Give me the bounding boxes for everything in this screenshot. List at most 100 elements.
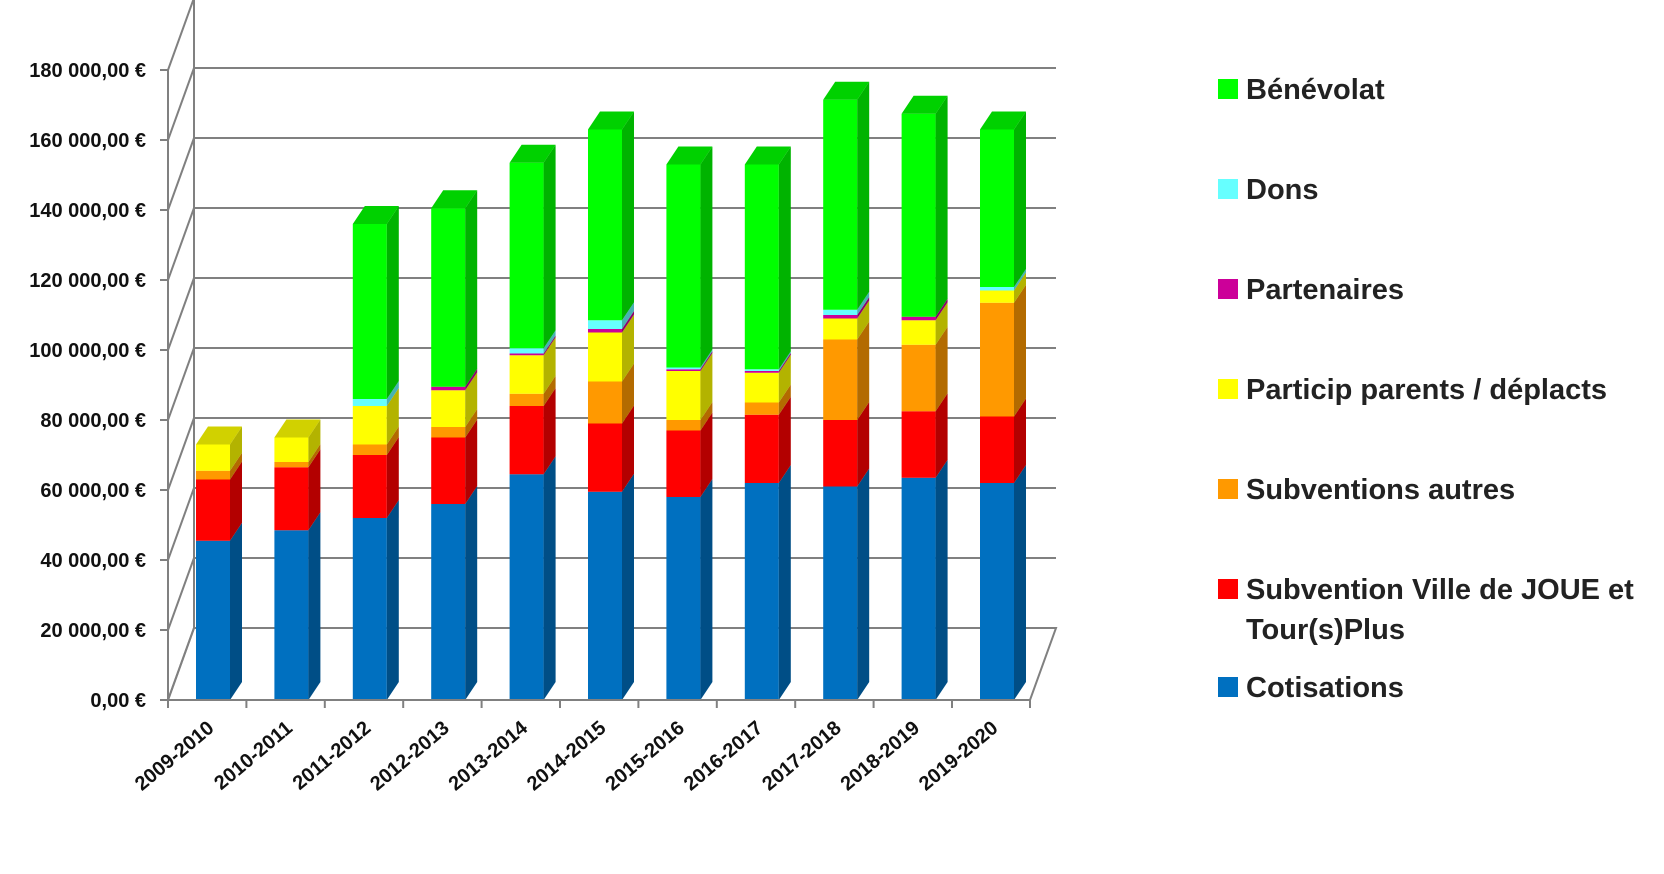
bar-segment-side	[778, 465, 791, 700]
bar-segment-front	[823, 339, 858, 420]
y-tick-label: 60 000,00 €	[40, 480, 146, 502]
bar-segment-side	[778, 384, 791, 415]
bar-segment	[823, 300, 870, 340]
legend-label: Subvention Ville de JOUE et Tour(s)Plus	[1246, 574, 1634, 646]
bar-segment-front	[588, 332, 622, 382]
bar-segment	[274, 444, 321, 468]
bar-segment	[274, 419, 321, 462]
bar-segment-top	[588, 111, 634, 130]
y-tick-label: 180 000,00 €	[29, 60, 146, 82]
legend-swatch	[1218, 479, 1238, 499]
bar-segment-front	[274, 467, 309, 531]
bar-segment-front	[431, 208, 466, 387]
bar-segment-side	[622, 363, 634, 424]
bar-segment-side	[778, 146, 791, 370]
bar-segment-side	[700, 146, 713, 368]
bar-segment	[431, 419, 478, 504]
bar-segment-front	[744, 369, 779, 371]
bar-segment-front	[901, 316, 936, 321]
gridline-depth	[167, 137, 195, 211]
bar-segment-front	[666, 420, 701, 431]
bar-segment	[901, 95, 948, 317]
bar-segment-front	[823, 420, 858, 487]
bar-segment	[980, 465, 1026, 700]
bar-segment-side	[935, 95, 948, 317]
bar-segment-front	[509, 393, 544, 406]
bar-segment	[509, 337, 556, 394]
bar-segment-front	[352, 399, 387, 406]
bar-segment	[901, 302, 948, 345]
bar-segment	[744, 354, 791, 403]
bar-segment-side	[465, 190, 478, 387]
bar-segment-front	[196, 479, 230, 541]
bar-segment-side	[622, 405, 634, 492]
bar-segment	[744, 351, 791, 371]
bar-segment	[196, 452, 242, 480]
bar-segment	[509, 335, 556, 356]
bar-segment-side	[622, 311, 634, 333]
bar-segment-front	[196, 444, 230, 471]
bar-segment-top	[901, 95, 948, 114]
bar-segment-side	[543, 388, 556, 475]
bar-segment	[352, 500, 399, 700]
gridline-depth	[167, 0, 195, 71]
bar-segment-side	[230, 522, 242, 700]
bar-segment-front	[901, 113, 936, 317]
bar-segment-side	[308, 444, 321, 468]
bar-segment	[588, 311, 634, 333]
bar-segment-side	[935, 326, 948, 412]
bar-segment	[431, 190, 478, 387]
x-tick-label: 2010-2011	[210, 717, 297, 795]
bar-segment-side	[778, 396, 791, 483]
bar-segment	[509, 330, 556, 354]
bar-segment-side	[700, 402, 713, 431]
bar-segment-front	[823, 309, 858, 315]
bar-segment-front	[823, 99, 858, 310]
x-tick-label: 2013-2014	[445, 716, 533, 795]
bar-segment	[744, 353, 791, 373]
legend-label: Bénévolat	[1246, 74, 1385, 106]
bar-segment-front	[588, 423, 622, 492]
bar-segment	[901, 298, 948, 321]
bar-segment-front	[509, 355, 544, 394]
bar-segment-side	[543, 330, 556, 354]
bar-segment-front	[274, 530, 309, 700]
bar-segment	[666, 349, 713, 370]
bar-segment	[509, 144, 556, 349]
bar-segment	[274, 449, 321, 531]
bar-segment-side	[308, 449, 321, 531]
gridline-depth	[167, 487, 195, 561]
bar-segment-side	[543, 456, 556, 700]
bar-segment	[980, 284, 1026, 417]
bar-segment-front	[666, 430, 701, 497]
bar-segment	[352, 437, 399, 518]
bar-segment-front	[980, 290, 1014, 303]
bar-segment-side	[700, 353, 713, 420]
legend-item: Subventions autres	[1218, 470, 1656, 510]
bar-segment	[588, 314, 634, 382]
bar-segment-front	[431, 386, 466, 391]
bar-segment-front	[196, 540, 230, 700]
y-tick-label: 120 000,00 €	[29, 270, 146, 292]
bar-segment-side	[778, 351, 791, 371]
bar-segment-front	[588, 320, 622, 329]
bar-segment	[588, 363, 634, 424]
bar-segment-side	[465, 368, 478, 391]
bar-segment-front	[980, 302, 1014, 417]
bar-segment-front	[431, 437, 466, 504]
bar-segment-front	[666, 164, 701, 368]
bar-segment	[352, 206, 399, 399]
bar-segment-front	[744, 371, 779, 373]
bar-segment-front	[588, 329, 622, 333]
bar-segment	[666, 351, 713, 371]
bar-segment-front	[509, 353, 544, 356]
y-tick-label: 160 000,00 €	[29, 130, 146, 152]
x-tick-label: 2015-2016	[601, 717, 688, 795]
bar-segment	[980, 398, 1026, 483]
bar-segment-front	[196, 470, 230, 480]
bar-segment-front	[588, 491, 622, 700]
bar-segment-front	[588, 381, 622, 424]
legend-swatch	[1218, 79, 1238, 99]
bar-segment-front	[352, 444, 387, 455]
bar-segment-front	[431, 427, 466, 438]
